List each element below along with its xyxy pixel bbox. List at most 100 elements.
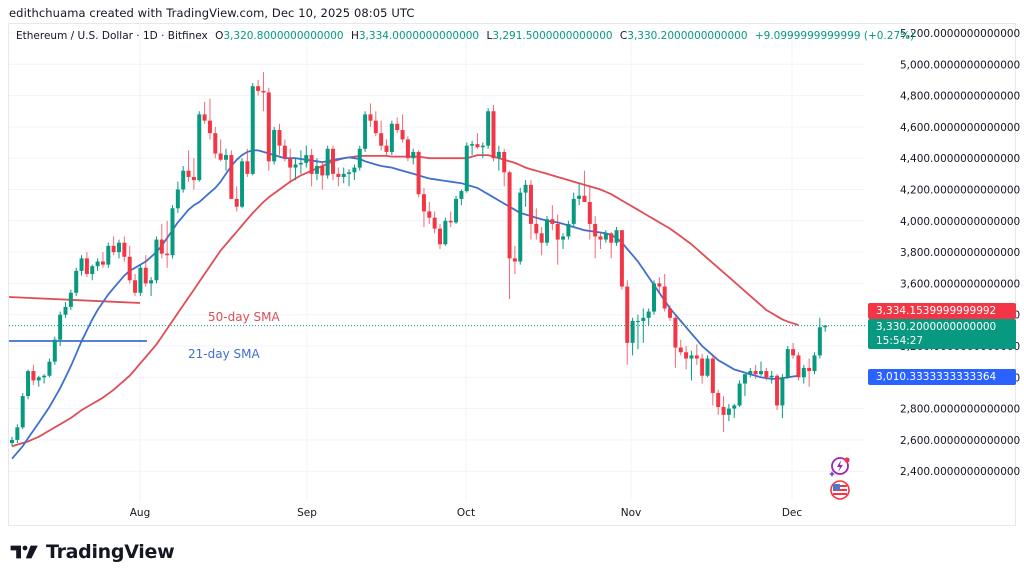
candle-body bbox=[197, 114, 202, 181]
candle-body bbox=[737, 383, 742, 406]
candle-body bbox=[673, 317, 678, 348]
candle-body bbox=[84, 258, 89, 275]
candle-body bbox=[15, 427, 20, 440]
candle-body bbox=[652, 283, 656, 312]
lightning-event-icon[interactable] bbox=[829, 457, 850, 477]
candle-body bbox=[635, 320, 640, 322]
candle-body bbox=[272, 130, 277, 162]
candle-body bbox=[149, 280, 154, 284]
candle-body bbox=[143, 267, 148, 284]
candle-body bbox=[165, 253, 170, 256]
candle-body bbox=[309, 155, 314, 174]
candle-body bbox=[801, 367, 806, 378]
candle-body bbox=[298, 162, 303, 165]
candle-body bbox=[823, 325, 828, 328]
candle-body bbox=[796, 355, 801, 378]
candle-body bbox=[630, 320, 635, 343]
price-axis-label: 4,400.0000000000000 bbox=[900, 153, 1020, 165]
candle-body bbox=[684, 352, 689, 359]
candle-body bbox=[614, 230, 619, 243]
candle-body bbox=[662, 286, 667, 309]
time-axis-label: Dec bbox=[782, 507, 803, 519]
candle-body bbox=[491, 111, 496, 159]
candle-body bbox=[52, 339, 57, 362]
open-value: 3,320.8000000000000 bbox=[223, 30, 344, 42]
candle-body bbox=[470, 144, 475, 146]
candle-body bbox=[566, 223, 571, 237]
candle-body bbox=[26, 371, 31, 397]
candle-body bbox=[352, 167, 357, 173]
time-axis-label: Nov bbox=[621, 507, 642, 519]
candle-body bbox=[395, 123, 400, 131]
candle-body bbox=[742, 374, 747, 384]
candle-body bbox=[459, 191, 464, 199]
candle-body bbox=[79, 258, 84, 271]
candle-body bbox=[106, 245, 111, 265]
candle-body bbox=[817, 327, 822, 356]
candle-body bbox=[100, 261, 105, 265]
candle-body bbox=[518, 192, 523, 262]
tradingview-logo-icon bbox=[10, 545, 38, 559]
price-axis-label: 2,800.0000000000000 bbox=[900, 404, 1020, 416]
close-label: C bbox=[619, 30, 628, 42]
open-label: O bbox=[215, 30, 224, 42]
candle-body bbox=[598, 236, 603, 240]
candle-body bbox=[443, 220, 448, 245]
candle-body bbox=[710, 358, 715, 393]
candle-body bbox=[154, 239, 159, 281]
close-value: 3,330.2000000000000 bbox=[627, 30, 748, 42]
candle-body bbox=[250, 86, 255, 174]
sma21-annotation: 21-day SMA bbox=[188, 347, 260, 361]
candle-body bbox=[170, 208, 175, 256]
candle-body bbox=[186, 170, 191, 177]
candle-body bbox=[571, 198, 576, 224]
chart-credit: edithchuama created with TradingView.com… bbox=[9, 6, 415, 20]
candle-body bbox=[454, 198, 459, 223]
brand-name: TradingView bbox=[46, 541, 175, 563]
candle-body bbox=[202, 114, 207, 121]
candle-body bbox=[625, 286, 630, 343]
candle-body bbox=[475, 144, 480, 148]
candle-body bbox=[266, 92, 271, 162]
tradingview-logo[interactable]: TradingView bbox=[10, 541, 175, 563]
price-axis-label: 5,000.0000000000000 bbox=[900, 59, 1020, 71]
candle-body bbox=[721, 407, 726, 415]
candle-body bbox=[42, 375, 47, 378]
price-axis-label: 3,800.0000000000000 bbox=[900, 247, 1020, 259]
candle-body bbox=[256, 86, 261, 91]
candle-body bbox=[229, 155, 234, 199]
candle-body bbox=[234, 198, 239, 207]
candle-body bbox=[282, 145, 287, 159]
price-axis-label: 4,200.0000000000000 bbox=[900, 185, 1020, 197]
price-axis-label: 5,200.0000000000000 bbox=[900, 28, 1020, 40]
candle-body bbox=[705, 358, 710, 376]
candle-body bbox=[512, 258, 517, 262]
candle-body bbox=[421, 194, 426, 212]
candle-body bbox=[791, 349, 796, 356]
us-flag-event-icon[interactable] bbox=[830, 480, 850, 500]
sma21-line bbox=[11, 149, 799, 460]
candle-body bbox=[127, 256, 132, 281]
candle-body bbox=[384, 145, 389, 152]
candle-body bbox=[694, 355, 699, 359]
candle-body bbox=[619, 230, 624, 287]
price-axis-label: 4,000.0000000000000 bbox=[900, 216, 1020, 228]
candle-body bbox=[775, 375, 780, 406]
price-axis-label: 4,600.0000000000000 bbox=[900, 122, 1020, 134]
symbol-title[interactable]: Ethereum / U.S. Dollar · 1D · Bitfinex bbox=[16, 30, 208, 42]
candle-body bbox=[678, 347, 683, 353]
candle-body bbox=[288, 158, 293, 168]
price-axis-label: 4,800.0000000000000 bbox=[900, 91, 1020, 103]
time-axis-label: Sep bbox=[297, 507, 317, 519]
candle-body bbox=[641, 317, 646, 321]
price-axis-label: 3,600.0000000000000 bbox=[900, 278, 1020, 290]
candle-body bbox=[550, 219, 555, 224]
candle-body bbox=[668, 308, 673, 318]
candle-body bbox=[224, 155, 228, 160]
low-label: L bbox=[486, 30, 493, 42]
candle-body bbox=[74, 270, 79, 293]
candle-body bbox=[213, 133, 218, 154]
candle-body bbox=[587, 202, 592, 224]
candle-body bbox=[496, 151, 501, 159]
